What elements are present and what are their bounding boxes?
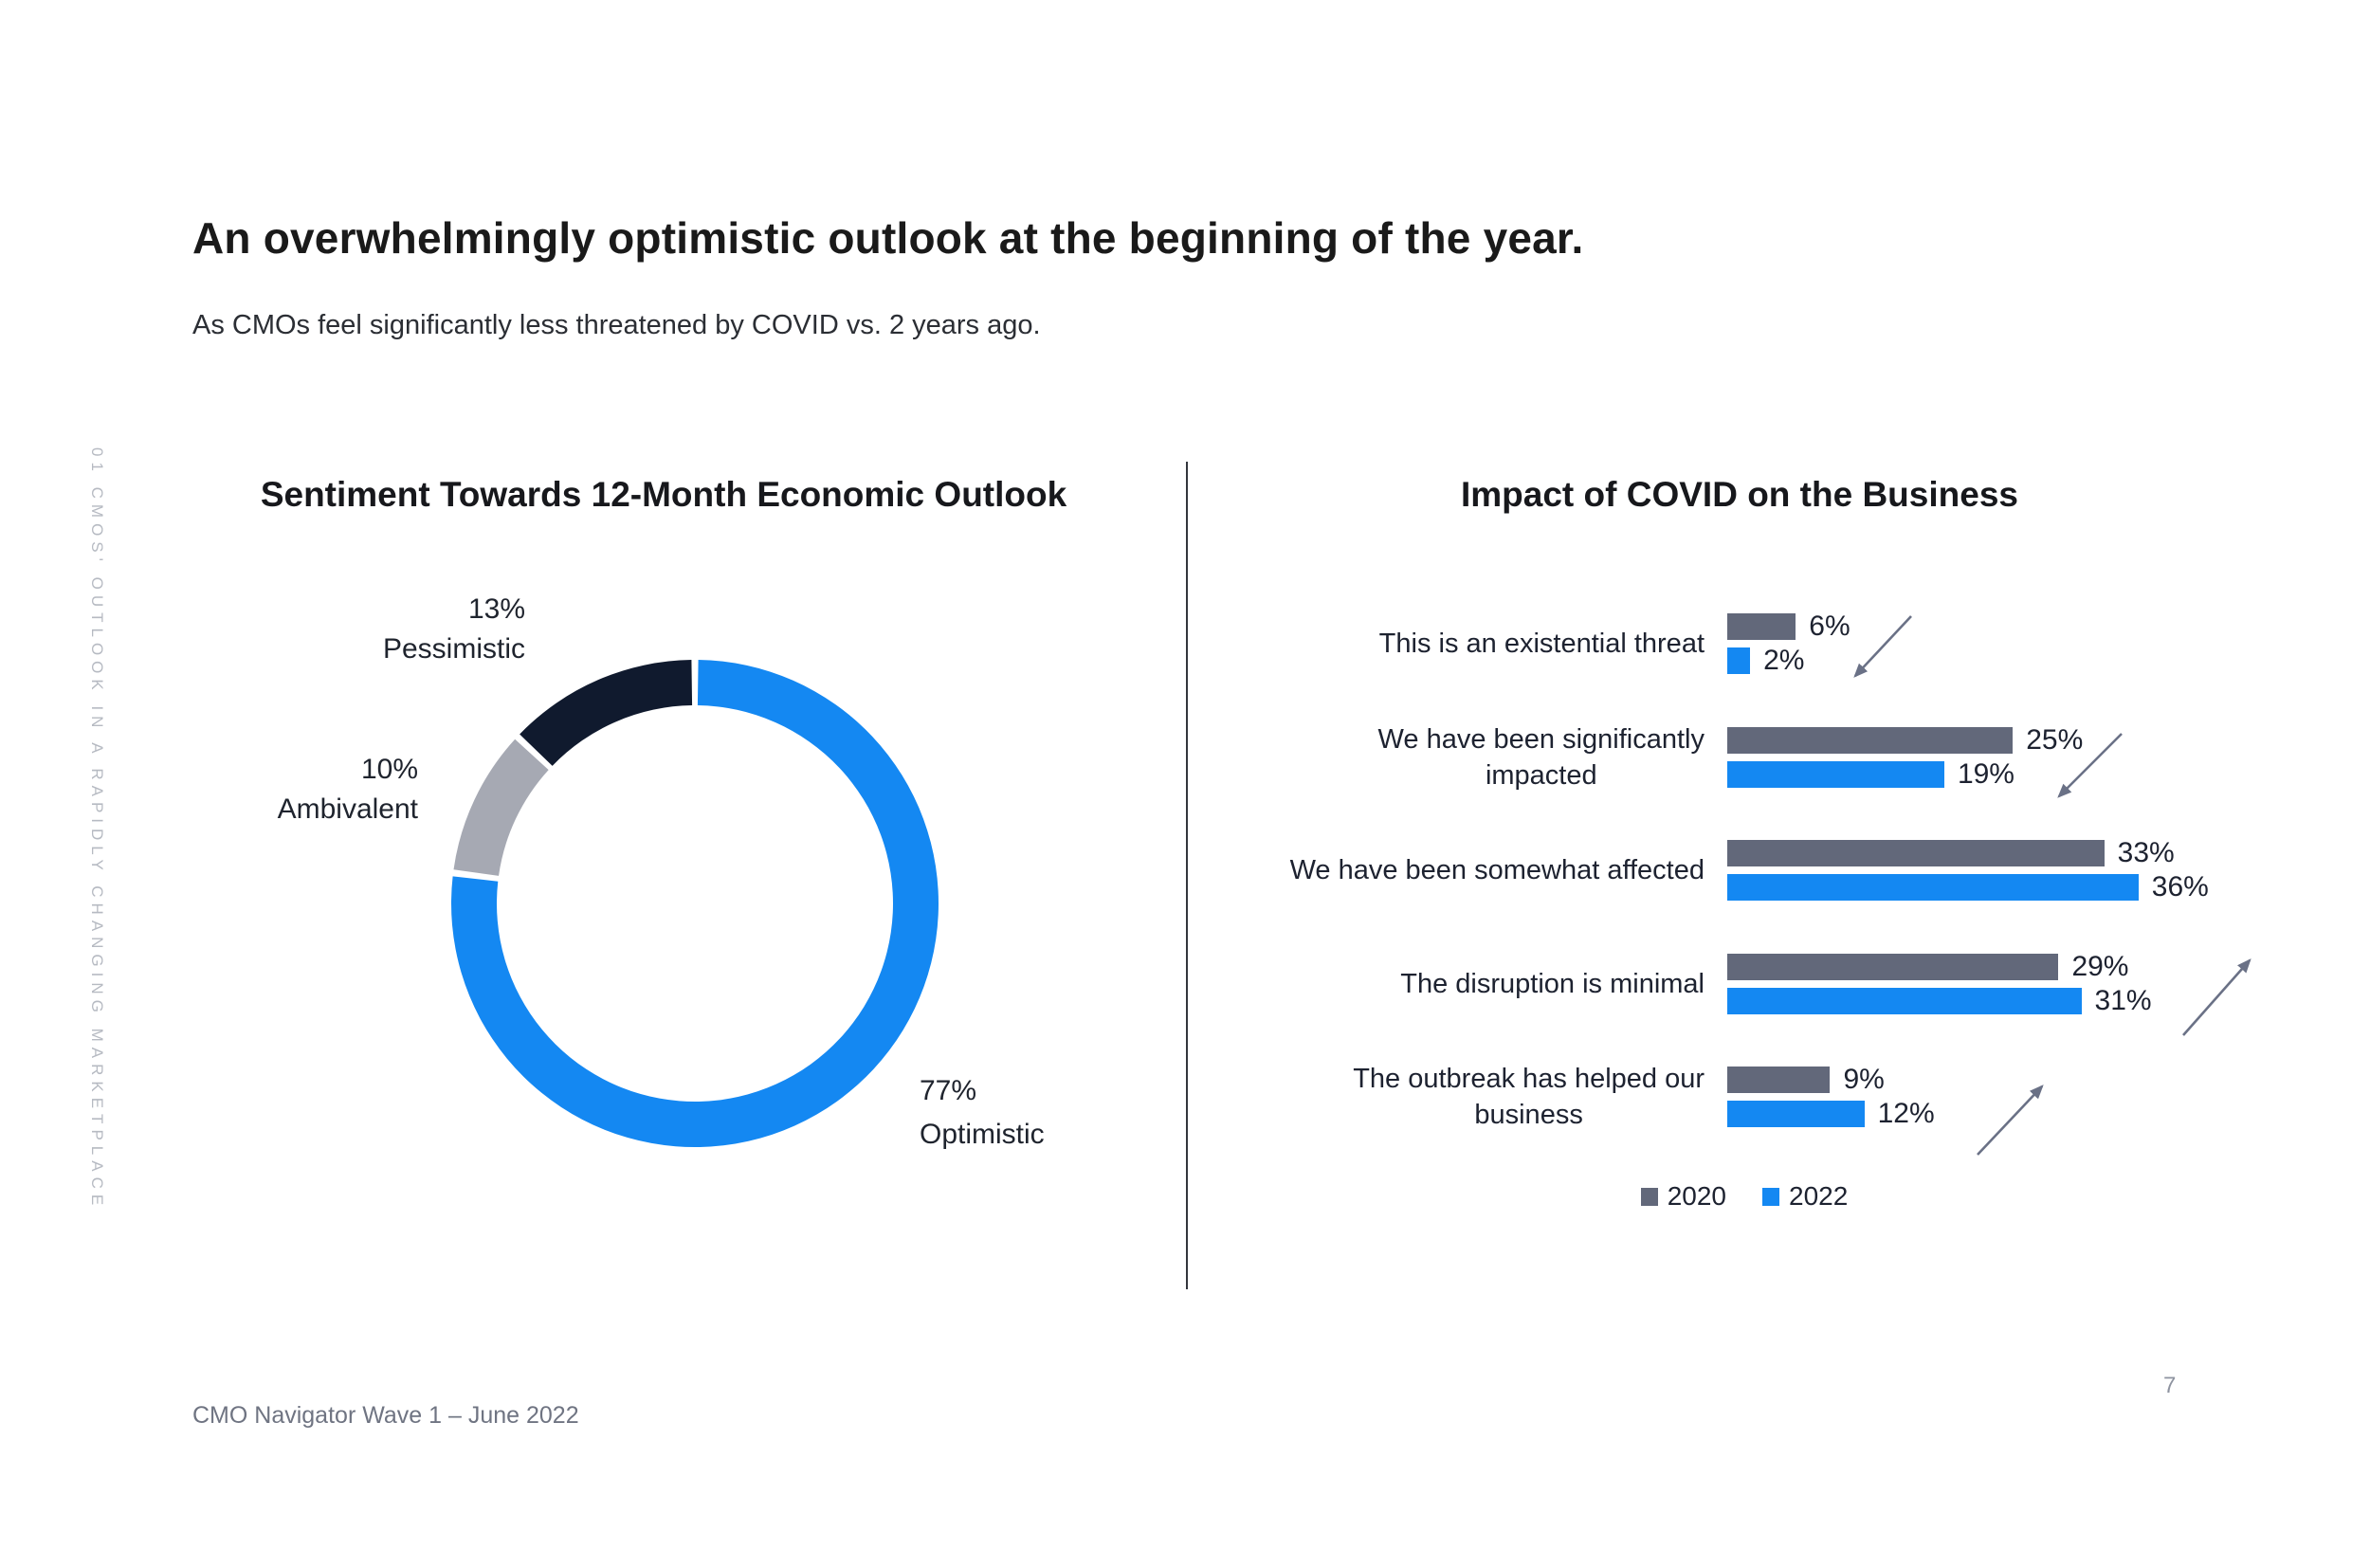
donut-label-pessimistic: 13% Pessimistic — [382, 593, 525, 665]
page-subtitle: As CMOs feel significantly less threaten… — [192, 310, 1041, 340]
page-number: 7 — [2163, 1373, 2177, 1398]
bar-value-2020-row-3: 33% — [2117, 837, 2175, 868]
donut-label-ambivalent: 10% Ambivalent — [277, 754, 418, 825]
category-label-row-1: This is an existential threat — [1378, 629, 1705, 659]
bar-2020-row-1 — [1727, 613, 1796, 640]
legend-swatch-2022 — [1762, 1187, 1779, 1206]
legend-item-2020: 2020 — [1640, 1181, 1726, 1212]
vertical-divider — [1186, 462, 1188, 1289]
footer-source: CMO Navigator Wave 1 – June 2022 — [192, 1402, 579, 1429]
donut-chart — [450, 660, 939, 1148]
legend-label-2020: 2020 — [1667, 1181, 1726, 1211]
donut-chart-title: Sentiment Towards 12-Month Economic Outl… — [260, 475, 1067, 514]
bar-value-2022-row-4: 31% — [2094, 984, 2152, 1016]
section-sidebar-label: 01 CMOS' OUTLOOK IN A RAPIDLY CHANGING M… — [88, 447, 106, 1212]
page-title: An overwhelmingly optimistic outlook at … — [192, 212, 1584, 263]
legend-item-2022: 2022 — [1762, 1181, 1848, 1212]
donut-label-optimistic: 77% Optimistic — [920, 1075, 1045, 1150]
legend-swatch-2020 — [1640, 1187, 1658, 1206]
bar-value-2020-row-5: 9% — [1843, 1064, 1885, 1095]
bar-2022-row-3 — [1727, 874, 2139, 901]
category-label-row-2: We have been significantly impacted — [1377, 723, 1705, 791]
bar-2022-row-5 — [1727, 1101, 1865, 1127]
bar-chart-legend: 2020 2022 — [1479, 1176, 2010, 1217]
bar-value-2020-row-1: 6% — [1809, 611, 1850, 642]
bar-2020-row-4 — [1727, 953, 2058, 980]
bar-value-2022-row-1: 2% — [1763, 645, 1805, 676]
category-label-row-4: The disruption is minimal — [1400, 968, 1705, 999]
bar-2022-row-4 — [1727, 987, 2082, 1014]
donut-slice-pessimistic — [520, 660, 693, 766]
trend-arrow-up-icon — [2182, 958, 2252, 1036]
trend-arrow-down-icon — [1853, 615, 1912, 678]
bar-2020-row-5 — [1727, 1067, 1830, 1093]
bar-value-2020-row-4: 29% — [2071, 950, 2129, 982]
legend-label-2022: 2022 — [1789, 1181, 1849, 1211]
bar-value-2022-row-3: 36% — [2151, 871, 2209, 903]
trend-arrow-up-icon — [1977, 1085, 2044, 1156]
bar-2020-row-2 — [1727, 726, 2013, 754]
bar-2022-row-1 — [1727, 647, 1750, 674]
donut-slice-ambivalent — [453, 738, 549, 876]
bar-chart-title: Impact of COVID on the Business — [1461, 475, 2018, 514]
bar-2020-row-3 — [1727, 840, 2105, 866]
bar-value-2020-row-2: 25% — [2026, 723, 2084, 756]
bar-value-2022-row-2: 19% — [1957, 757, 2014, 790]
bar-2022-row-2 — [1727, 760, 1944, 788]
bar-value-2022-row-5: 12% — [1877, 1098, 1935, 1129]
category-label-row-3: We have been somewhat affected — [1289, 855, 1705, 885]
category-label-row-5: The outbreak has helped our business — [1353, 1064, 1705, 1130]
